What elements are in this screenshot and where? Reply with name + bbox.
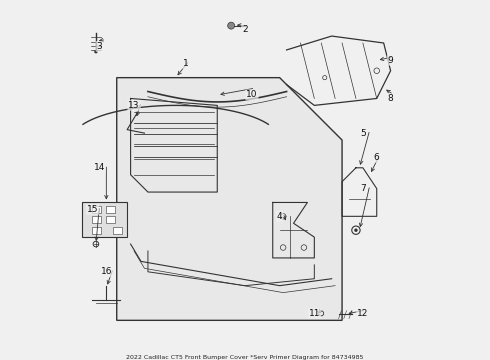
Text: 14: 14 (94, 163, 105, 172)
Text: 1: 1 (183, 59, 189, 68)
Text: 5: 5 (360, 129, 366, 138)
Bar (106, 216, 115, 223)
Text: 2: 2 (242, 24, 248, 33)
Text: 4: 4 (277, 212, 282, 221)
Text: 8: 8 (388, 94, 393, 103)
Bar (113, 227, 122, 234)
Text: 15: 15 (87, 205, 98, 214)
Text: 16: 16 (100, 267, 112, 276)
Text: 12: 12 (357, 309, 368, 318)
Text: 2022 Cadillac CT5 Front Bumper Cover *Serv Primer Diagram for 84734985: 2022 Cadillac CT5 Front Bumper Cover *Se… (126, 355, 364, 360)
Bar (93, 206, 101, 213)
Text: 3: 3 (97, 42, 102, 51)
Text: 7: 7 (360, 184, 366, 193)
Text: 11: 11 (309, 309, 320, 318)
Circle shape (94, 50, 98, 53)
Bar (93, 227, 101, 234)
Text: 10: 10 (246, 90, 258, 99)
Text: 6: 6 (374, 153, 380, 162)
Bar (93, 216, 101, 223)
Text: 9: 9 (388, 56, 393, 65)
Circle shape (354, 229, 358, 232)
Circle shape (228, 22, 235, 29)
Bar (82, 202, 127, 237)
Bar (106, 206, 115, 213)
Text: 13: 13 (128, 101, 140, 110)
Polygon shape (117, 78, 342, 320)
